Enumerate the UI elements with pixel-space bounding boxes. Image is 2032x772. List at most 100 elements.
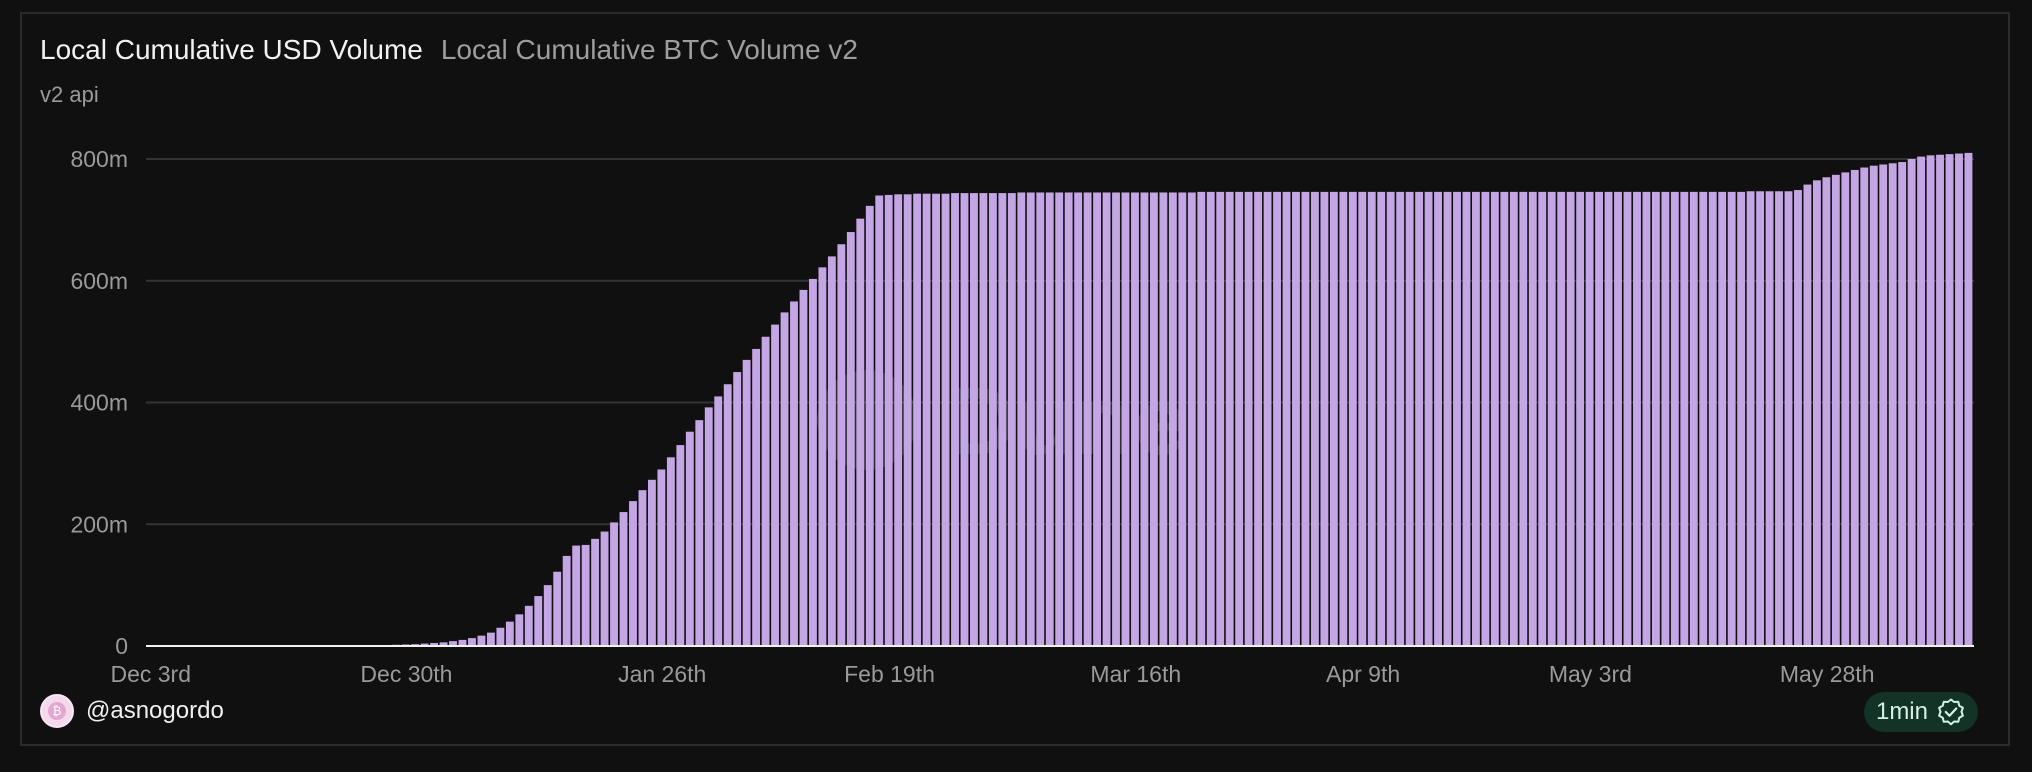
bar [1329, 191, 1338, 646]
bar [1453, 191, 1461, 646]
bar [1339, 191, 1348, 646]
bar [1415, 191, 1424, 646]
bar [1121, 192, 1130, 647]
bar [1273, 191, 1281, 646]
bar [1737, 191, 1746, 646]
bar [1718, 191, 1727, 646]
bar [723, 384, 732, 646]
bar [505, 621, 514, 646]
bar [666, 457, 675, 646]
bar [1557, 191, 1566, 646]
bar [1576, 191, 1585, 646]
bar [1187, 192, 1196, 647]
bar [1131, 192, 1139, 647]
bar [799, 289, 808, 646]
bar [1235, 191, 1244, 646]
y-tick-label: 600m [70, 268, 128, 294]
bar [638, 490, 647, 646]
bar [1831, 174, 1840, 646]
bar [1367, 191, 1376, 646]
bar [1936, 154, 1944, 647]
bar [1623, 191, 1632, 646]
bar [903, 194, 912, 646]
bar [1585, 191, 1594, 646]
bar [1794, 190, 1802, 647]
bar [1026, 192, 1035, 647]
bar [1850, 169, 1859, 646]
chart-card: Local Cumulative USD Volume Local Cumula… [20, 12, 2010, 746]
bar [1254, 191, 1263, 646]
bar [1860, 167, 1869, 646]
bar [1538, 191, 1547, 646]
bar [1036, 192, 1045, 647]
x-tick-label: May 3rd [1549, 661, 1632, 687]
bar [1481, 191, 1490, 646]
bar [619, 512, 628, 646]
bar [430, 642, 439, 646]
bar [865, 205, 874, 646]
bar [1206, 191, 1215, 646]
bar [496, 627, 505, 646]
bar [581, 544, 590, 646]
author-name[interactable]: @asnogordo [86, 697, 224, 724]
bar [1310, 191, 1319, 646]
bar [1490, 191, 1499, 646]
bar [543, 585, 552, 647]
bar [827, 256, 836, 646]
bar [524, 605, 533, 646]
verified-check-icon [1938, 698, 1964, 726]
bar [647, 479, 656, 646]
bar [477, 635, 486, 646]
bar [1680, 191, 1689, 646]
bar [1888, 163, 1897, 646]
bar [1083, 192, 1092, 647]
bar [1869, 165, 1878, 646]
bar [1964, 152, 1973, 646]
bitcoin-icon: ₿ [48, 702, 66, 720]
bar [562, 555, 571, 646]
bar [1670, 191, 1679, 646]
bar [875, 195, 884, 646]
bar [439, 642, 448, 646]
bar [591, 538, 600, 646]
bar [1907, 159, 1916, 646]
bar [695, 420, 704, 646]
bar [1282, 191, 1291, 646]
bar [1102, 192, 1111, 647]
bar [468, 638, 476, 646]
refresh-interval: 1min [1875, 698, 1928, 725]
bar [1386, 191, 1395, 646]
tab-btc-volume[interactable]: Local Cumulative BTC Volume v2 [440, 34, 858, 65]
bar [1007, 193, 1016, 646]
bar [1017, 192, 1026, 647]
bar [1699, 191, 1708, 646]
refresh-badge[interactable]: 1min [1863, 692, 1978, 732]
bar [685, 431, 694, 646]
chart-subtitle: v2 api [40, 82, 99, 107]
bar [1879, 164, 1888, 647]
bar [970, 193, 978, 646]
bar [1822, 177, 1831, 646]
bar [1074, 192, 1083, 647]
bar [1566, 191, 1575, 646]
bar [837, 244, 846, 647]
x-tick-label: Jan 26th [618, 661, 706, 687]
author-info[interactable]: ₿ @asnogordo [40, 694, 224, 728]
bar [1812, 180, 1821, 646]
bar [1093, 192, 1102, 647]
bar [553, 571, 562, 646]
bar [1377, 191, 1386, 646]
bar [1140, 192, 1149, 647]
bar [1348, 191, 1357, 646]
bar [1614, 191, 1622, 646]
bar [1727, 191, 1736, 646]
x-tick-label: Feb 19th [844, 661, 935, 687]
bar [1197, 191, 1206, 646]
tab-usd-volume[interactable]: Local Cumulative USD Volume [40, 34, 423, 65]
bar [1661, 191, 1670, 646]
bar [1917, 156, 1926, 646]
bar [1434, 191, 1442, 646]
bar [1405, 191, 1414, 646]
x-tick-label: Dec 30th [360, 661, 452, 687]
avatar[interactable]: ₿ [40, 694, 74, 728]
